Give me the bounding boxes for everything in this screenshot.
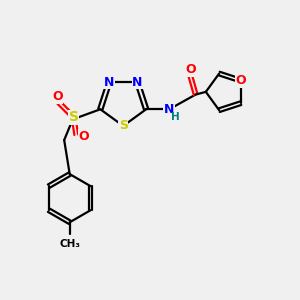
Text: N: N (132, 76, 142, 89)
Text: O: O (185, 63, 196, 76)
Text: N: N (164, 103, 174, 116)
Text: O: O (52, 90, 63, 103)
Text: N: N (104, 76, 114, 89)
Text: H: H (171, 112, 180, 122)
Text: S: S (119, 119, 128, 132)
Text: O: O (78, 130, 89, 142)
Text: S: S (69, 110, 79, 124)
Text: CH₃: CH₃ (59, 239, 80, 249)
Text: O: O (236, 74, 246, 87)
